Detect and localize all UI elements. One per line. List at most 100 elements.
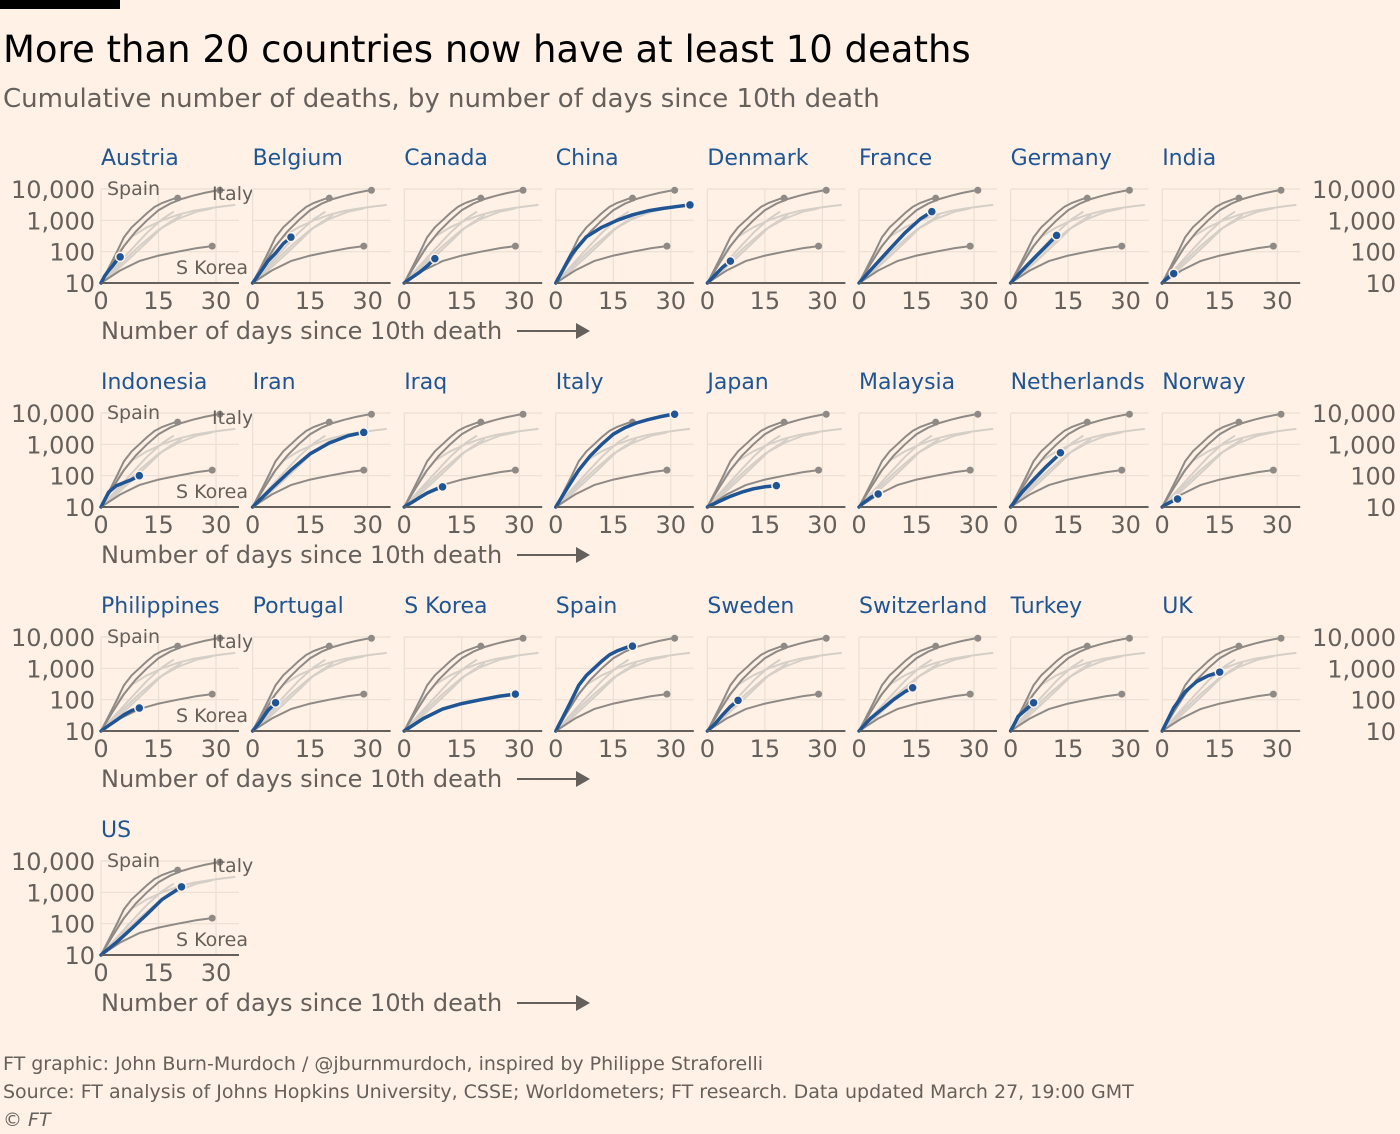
x-tick-label: 30: [1262, 735, 1293, 763]
x-tick-label: 0: [1155, 735, 1170, 763]
x-tick-label: 0: [397, 735, 412, 763]
x-tick-label: 30: [1110, 511, 1141, 539]
panel-s-korea: S Korea 0 15 30: [397, 594, 543, 763]
panel-title: Iraq: [404, 370, 447, 395]
x-tick-label: 0: [93, 959, 108, 987]
x-tick-label: 15: [1053, 511, 1084, 539]
panel-title: Sweden: [707, 594, 794, 619]
country-end-point: [134, 470, 145, 481]
reference-line-france: [100, 434, 175, 508]
reference-line-us: [555, 437, 637, 508]
panel-china: China 0 15 30: [548, 146, 696, 315]
reference-end-italy: [671, 634, 679, 642]
reference-line-france: [403, 658, 478, 732]
y-tick-label: 100: [49, 463, 95, 491]
x-tick-label: 30: [1262, 287, 1293, 315]
reference-line-italy: [403, 189, 524, 284]
reference-end-spain: [1235, 418, 1243, 426]
country-line: [857, 686, 915, 733]
reference-line-s-korea: [555, 693, 668, 732]
country-end-point: [358, 427, 370, 438]
reference-end-spain: [325, 642, 333, 650]
x-tick-label: 15: [143, 735, 174, 763]
x-tick-label: 0: [245, 287, 260, 315]
country-end-point: [732, 695, 744, 706]
reference-line-us: [555, 213, 637, 284]
country-end-point: [510, 688, 521, 700]
reference-line-spain: [403, 197, 482, 284]
reference-end-s-korea: [208, 466, 216, 474]
reference-end-spain: [1235, 194, 1243, 202]
reference-end-s-korea: [208, 690, 216, 698]
reference-line-s-korea: [100, 469, 213, 508]
y-tick-label-right: 10,000: [1312, 624, 1396, 652]
reference-line-spain: [100, 645, 178, 732]
y-tick-label: 100: [49, 687, 95, 715]
y-tick-label: 10: [64, 718, 95, 746]
reference-end-spain: [174, 642, 182, 650]
reference-end-s-korea: [966, 466, 974, 474]
country-end-point: [771, 480, 782, 491]
country-end-point: [429, 253, 441, 264]
x-tick-label: 15: [598, 287, 629, 315]
panel-title: France: [859, 146, 932, 171]
reference-line-italy: [1009, 189, 1130, 284]
reference-end-spain: [1083, 194, 1091, 202]
x-tick-label: 0: [851, 287, 866, 315]
reference-line-spain: [858, 197, 936, 284]
y-tick-label: 10,000: [11, 400, 95, 428]
country-line: [99, 473, 142, 509]
country-end-point: [725, 255, 736, 267]
panel-switzerland: Switzerland 0 15 30: [851, 594, 997, 763]
y-tick-label: 1,000: [26, 431, 95, 459]
footer-copyright: © FT: [3, 1109, 51, 1131]
panel-title: Norway: [1162, 370, 1245, 395]
reference-line-france: [100, 882, 175, 956]
reference-line-spain: [251, 645, 330, 732]
reference-end-spain: [477, 194, 485, 202]
x-tick-label: 30: [959, 287, 990, 315]
x-tick-label: 0: [1003, 511, 1018, 539]
annotation-s-korea: S Korea: [176, 705, 248, 727]
reference-end-spain: [1083, 642, 1091, 650]
panel-title: Germany: [1011, 146, 1112, 171]
reference-end-italy: [519, 634, 527, 642]
x-tick-label: 30: [807, 735, 838, 763]
reference-line-italy: [554, 637, 675, 732]
reference-line-us: [403, 437, 486, 508]
y-tick-label-right: 100: [1350, 463, 1396, 491]
country-line: [402, 485, 445, 509]
reference-end-italy: [1125, 186, 1133, 194]
reference-end-spain: [932, 642, 940, 650]
x-tick-label: 0: [548, 511, 563, 539]
panel-uk: UK 0 15 30 10 100 1,000 10,000: [1155, 594, 1396, 763]
panel-title: S Korea: [404, 594, 487, 619]
reference-end-s-korea: [360, 690, 368, 698]
country-line: [705, 698, 740, 733]
reference-end-s-korea: [1118, 466, 1126, 474]
x-tick-label: 30: [504, 511, 535, 539]
reference-line-france: [100, 658, 175, 732]
y-tick-label: 10: [64, 270, 95, 298]
x-tick-label: 30: [656, 287, 687, 315]
x-axis-title: Number of days since 10th death: [101, 541, 502, 569]
reference-line-italy: [858, 189, 978, 284]
x-tick-label: 30: [959, 511, 990, 539]
x-tick-label: 15: [446, 511, 477, 539]
reference-line-s-korea: [555, 469, 668, 508]
reference-line-italy: [251, 413, 372, 508]
country-line: [705, 483, 779, 509]
reference-line-s-korea: [706, 245, 819, 284]
x-axis-title: Number of days since 10th death: [101, 989, 502, 1017]
annotation-s-korea: S Korea: [176, 257, 248, 279]
reference-line-spain: [706, 645, 785, 732]
x-tick-label: 15: [750, 287, 781, 315]
reference-end-s-korea: [208, 242, 216, 250]
reference-end-italy: [1277, 634, 1285, 642]
panel-title: Canada: [404, 146, 488, 171]
reference-end-spain: [325, 194, 333, 202]
reference-line-spain: [858, 645, 936, 732]
x-tick-label: 15: [901, 511, 932, 539]
reference-line-s-korea: [100, 917, 213, 956]
panel-title: Turkey: [1010, 594, 1083, 619]
